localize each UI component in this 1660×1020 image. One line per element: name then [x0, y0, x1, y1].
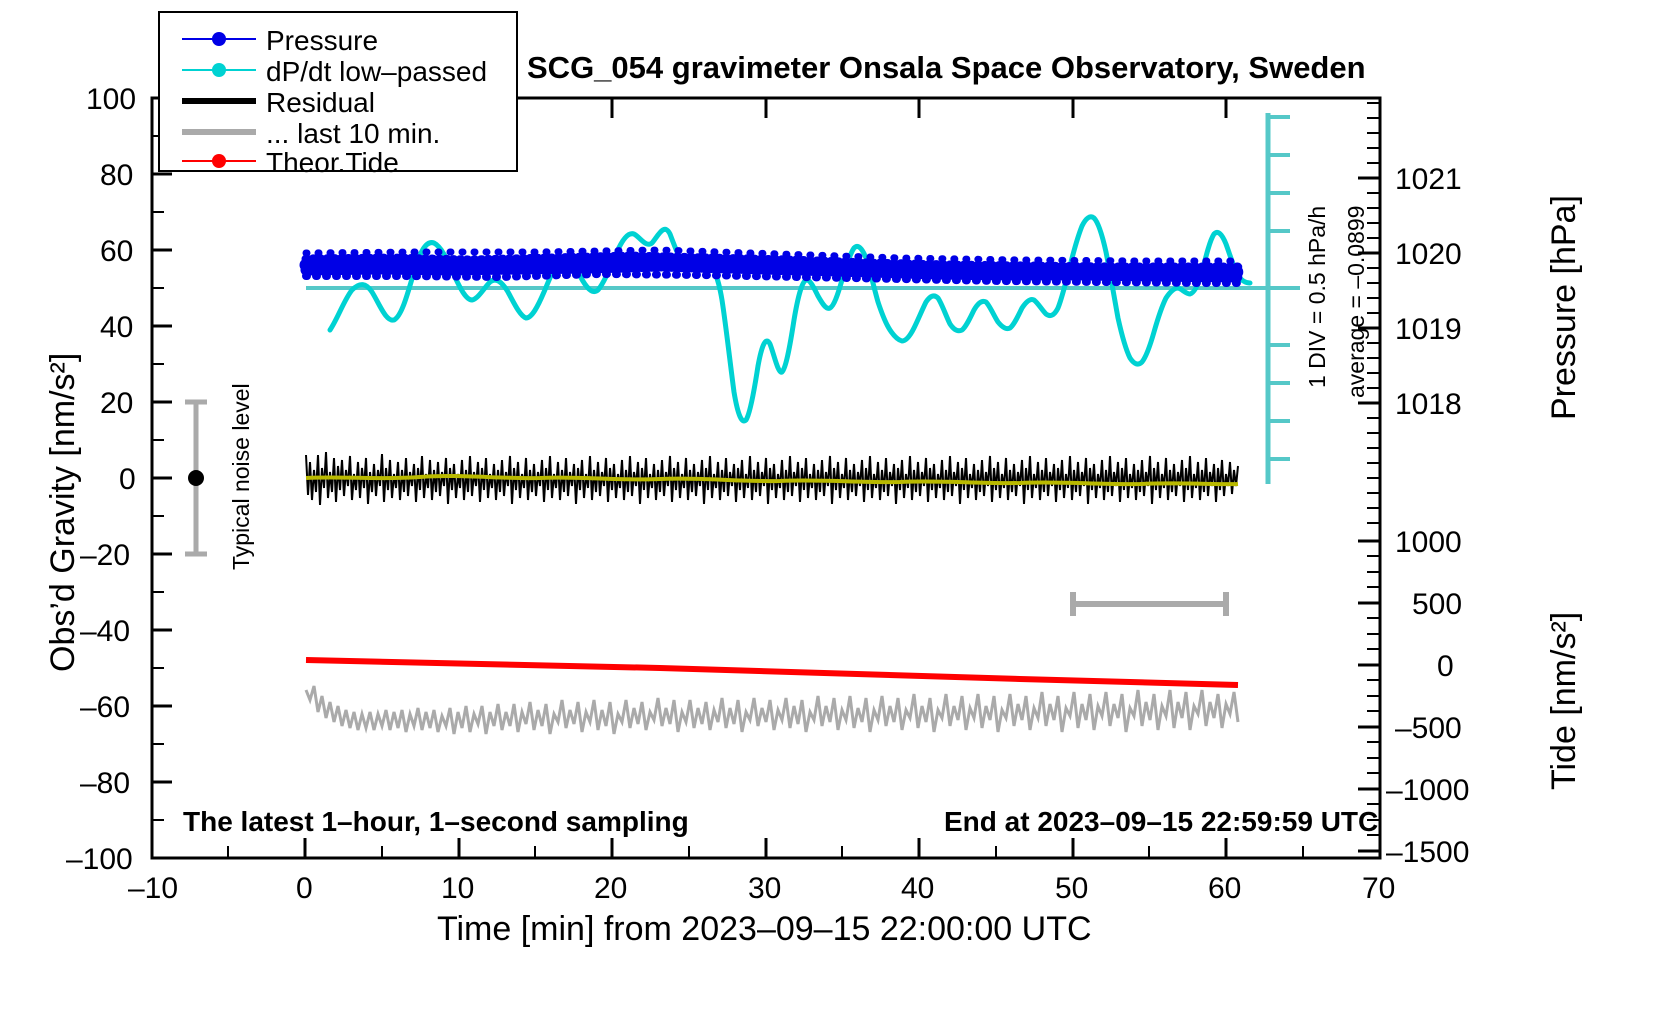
ytick-label: –20: [80, 539, 131, 572]
right-tide-axis-title: Tide [nm/s²]: [1545, 611, 1583, 790]
ytick-label: –40: [80, 615, 131, 648]
legend-label-tide: Theor.Tide: [266, 147, 399, 178]
dpdt-scale-bar-ticks: [1268, 115, 1300, 461]
right-pressure-tick-label: 1019: [1395, 313, 1462, 346]
xtick-label: 30: [748, 872, 782, 905]
xtick-label: 10: [441, 872, 475, 905]
ytick-label: 100: [86, 83, 137, 116]
xtick-label: –10: [128, 872, 179, 905]
bottom-axis-minor-ticks: [227, 846, 1304, 858]
typical-noise-level-label: Typical noise level: [228, 383, 254, 570]
legend-label-pressure: Pressure: [266, 25, 379, 56]
footer-right-note: End at 2023–09–15 22:59:59 UTC: [944, 806, 1379, 837]
average-label: average = –0.0899: [1343, 205, 1369, 398]
right-pressure-tick-label: 1018: [1395, 388, 1462, 421]
top-axis-ticks: [303, 98, 1228, 118]
right-axis-minor-ticks: [1367, 102, 1380, 836]
xtick-label: 40: [901, 872, 935, 905]
x-axis-title: Time [min] from 2023–09–15 22:00:00 UTC: [437, 910, 1092, 948]
right-tide-tick-label: 500: [1412, 588, 1463, 621]
xtick-label: 20: [594, 872, 628, 905]
ytick-label: 40: [100, 311, 134, 344]
right-tide-tick-label: –1000: [1386, 774, 1470, 807]
xtick-label: 70: [1362, 872, 1396, 905]
legend: Pressure dP/dt low–passed Residual ... l…: [158, 11, 518, 178]
right-pressure-tick-label: 1021: [1395, 163, 1462, 196]
bottom-axis-ticks: [150, 838, 1382, 858]
series-theor-tide: [305, 657, 1239, 688]
right-pressure-tick-label: 1020: [1395, 238, 1462, 271]
series-last-10-min: [304, 685, 1240, 735]
series-residual: [305, 451, 1239, 506]
right-tide-tick-label: –1500: [1386, 836, 1470, 869]
typical-noise-level-point: [188, 470, 204, 486]
xtick-label: 0: [296, 872, 313, 905]
right-tide-tick-label: 1000: [1395, 526, 1462, 559]
ytick-label: 0: [119, 463, 136, 496]
ytick-label: 80: [100, 159, 134, 192]
ytick-label: –60: [80, 691, 131, 724]
xtick-label: 50: [1055, 872, 1089, 905]
ytick-label: 60: [100, 235, 134, 268]
div-scale-label: 1 DIV = 0.5 hPa/h: [1304, 205, 1330, 388]
series-residual-smoothed: [305, 474, 1239, 487]
ytick-label: –80: [80, 767, 131, 800]
right-tide-tick-label: 0: [1437, 650, 1454, 683]
series-dpdt-lowpassed: [327, 214, 1253, 424]
legend-label-last10: ... last 10 min.: [266, 118, 441, 149]
legend-sample-pressure: [182, 32, 256, 46]
legend-label-dpdt: dP/dt low–passed: [266, 56, 488, 87]
right-tide-tick-label: –500: [1395, 712, 1462, 745]
right-pressure-axis-title: Pressure [hPa]: [1545, 195, 1583, 420]
legend-sample-dpdt: [182, 63, 256, 77]
legend-sample-tide: [182, 154, 256, 168]
xtick-label: 60: [1208, 872, 1242, 905]
series-pressure: [299, 246, 1247, 287]
y-axis-title: Obs’d Gravity [nm/s²]: [44, 352, 82, 672]
ytick-label: –100: [66, 843, 133, 876]
left-axis-ticks: [152, 96, 172, 860]
last-10-min-span-marker: [1070, 592, 1229, 616]
left-axis-minor-ticks: [152, 135, 164, 821]
ytick-label: 20: [100, 387, 134, 420]
footer-left-note: The latest 1–hour, 1–second sampling: [183, 806, 689, 837]
right-axis-major-ticks: [1358, 176, 1380, 853]
legend-label-residual: Residual: [266, 87, 375, 118]
page-title: SCG_054 gravimeter Onsala Space Observat…: [527, 50, 1366, 85]
